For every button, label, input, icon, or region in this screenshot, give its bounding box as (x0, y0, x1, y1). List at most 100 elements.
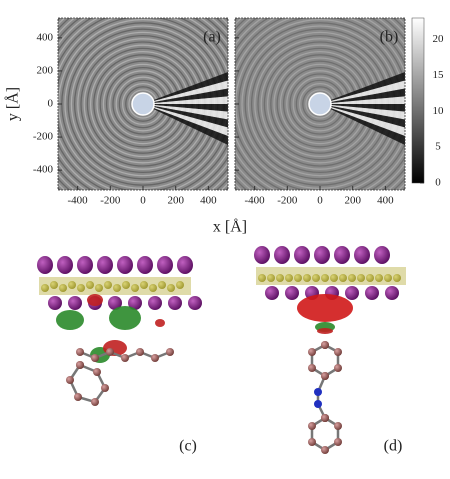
wake (320, 104, 405, 112)
wake (143, 96, 228, 104)
wake (143, 104, 228, 128)
layer (39, 277, 191, 295)
atom (308, 348, 316, 356)
x-tick-label: 0 (317, 195, 323, 207)
sulfur (267, 274, 275, 282)
y-tick-label: -200 (33, 131, 54, 143)
sulfur (149, 284, 157, 292)
metal (157, 256, 173, 274)
panel-label: (c) (179, 438, 197, 455)
y-tick-label: 400 (37, 31, 54, 43)
layer (256, 267, 406, 285)
density-lobe (317, 328, 333, 334)
wake (143, 104, 228, 120)
sulfur (176, 281, 184, 289)
y-tick-label: 0 (48, 98, 54, 110)
sulfur (258, 274, 266, 282)
sulfur (339, 274, 347, 282)
density-lobe (87, 294, 103, 306)
sulfur (113, 284, 121, 292)
colorbar-tick-label: 15 (433, 69, 445, 81)
sulfur (312, 274, 320, 282)
x-tick-label: -200 (100, 195, 121, 207)
atom (334, 364, 342, 372)
density-lobe (155, 319, 165, 327)
density-map (235, 18, 405, 190)
sulfur (321, 274, 329, 282)
y-axis-label: y [Å] (4, 87, 22, 121)
colorbar-tick-label: 5 (435, 141, 441, 153)
sulfur (330, 274, 338, 282)
metal (128, 296, 142, 310)
atom (166, 348, 174, 356)
x-tick-label: 400 (200, 195, 217, 207)
sulfur (366, 274, 374, 282)
wake (320, 96, 405, 104)
atom (321, 341, 329, 349)
sulfur (158, 281, 166, 289)
sulfur (303, 274, 311, 282)
atom (321, 446, 329, 454)
sulfur (167, 284, 175, 292)
metal (254, 246, 270, 264)
metal (334, 246, 350, 264)
sulfur (104, 281, 112, 289)
x-tick-label: 200 (344, 195, 361, 207)
sulfur (348, 274, 356, 282)
atom (334, 348, 342, 356)
sulfur (95, 284, 103, 292)
sulfur (384, 274, 392, 282)
panel-label: (d) (384, 438, 403, 455)
metal (37, 256, 53, 274)
sulfur (68, 281, 76, 289)
metal (68, 296, 82, 310)
metal (274, 246, 290, 264)
sulfur (285, 274, 293, 282)
sulfur (276, 274, 284, 282)
atom (136, 348, 144, 356)
density-lobe (56, 310, 84, 330)
y-tick-label: 200 (37, 64, 54, 76)
atom (334, 438, 342, 446)
metal (365, 286, 379, 300)
metal (354, 246, 370, 264)
panel-label: (b) (380, 29, 399, 46)
metal (265, 286, 279, 300)
sulfur (41, 284, 49, 292)
atom (321, 414, 329, 422)
metal (148, 296, 162, 310)
metal (385, 286, 399, 300)
metal (345, 286, 359, 300)
metal (294, 246, 310, 264)
density-lobe (109, 306, 141, 330)
atom (121, 354, 129, 362)
metal (97, 256, 113, 274)
metal (108, 296, 122, 310)
sulfur (50, 281, 58, 289)
sulfur (131, 284, 139, 292)
atom (334, 422, 342, 430)
density-lobe (297, 294, 353, 322)
sulfur (140, 281, 148, 289)
atom (101, 384, 109, 392)
metal (77, 256, 93, 274)
atom (76, 348, 84, 356)
atom (66, 376, 74, 384)
colorbar-tick-label: 0 (435, 177, 441, 189)
metal (48, 296, 62, 310)
x-tick-label: -400 (68, 195, 89, 207)
wake (320, 104, 405, 128)
sulfur (86, 281, 94, 289)
atom (308, 438, 316, 446)
sulfur (122, 281, 130, 289)
x-tick-label: 0 (140, 195, 146, 207)
atom (91, 398, 99, 406)
atom (314, 388, 322, 396)
atom (314, 400, 322, 408)
sulfur (357, 274, 365, 282)
metal (57, 256, 73, 274)
y-tick-label: -400 (33, 164, 54, 176)
panel-label: (a) (203, 29, 221, 46)
metal (168, 296, 182, 310)
